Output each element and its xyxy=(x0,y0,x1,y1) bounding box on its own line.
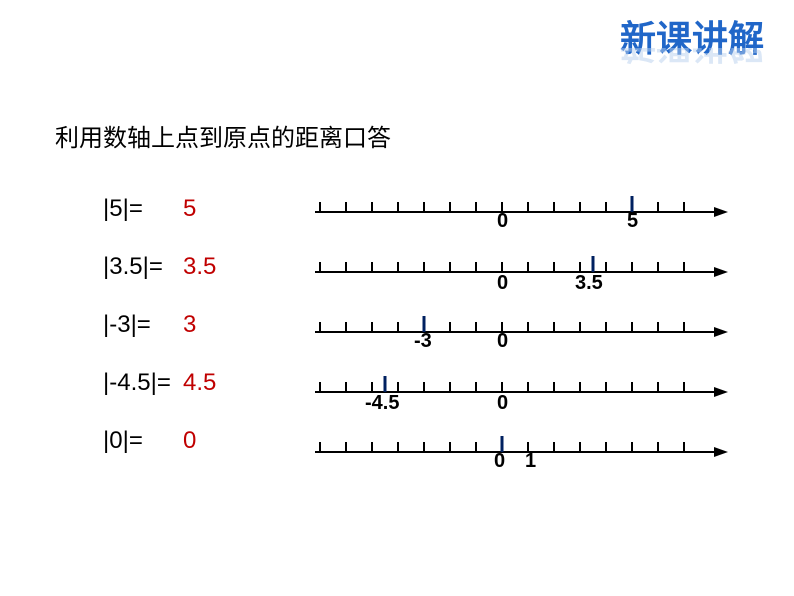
numberlines-list: 0503.5-30-4.5001 xyxy=(310,192,750,492)
numberline: -3 0 xyxy=(310,312,750,372)
numberline-label: 0 xyxy=(494,450,505,473)
equations-list: |5|=5 |3.5|=3.5 |-3|=3 |-4.5|=4.5 |0|=0 xyxy=(103,195,216,485)
equation-row: |5|=5 xyxy=(103,195,216,223)
equation-rhs: 5 xyxy=(183,195,196,223)
numberline-label: 0 xyxy=(497,272,508,295)
page-title-reflection: 新课讲解 xyxy=(620,48,764,74)
equation-row: |3.5|=3.5 xyxy=(103,253,216,281)
numberline-label: 0 xyxy=(497,210,508,233)
numberline-svg xyxy=(310,312,750,372)
equation-lhs: |-4.5|= xyxy=(103,369,183,397)
numberline-label: 1 xyxy=(525,450,536,473)
equation-row: |0|=0 xyxy=(103,427,216,455)
numberline-label: -4.5 xyxy=(365,392,399,415)
equation-rhs: 4.5 xyxy=(183,369,216,397)
numberline-svg xyxy=(310,192,750,252)
equation-row: |-3|=3 xyxy=(103,311,216,339)
equation-lhs: |0|= xyxy=(103,427,183,455)
numberline-label: 5 xyxy=(627,210,638,233)
numberline: 03.5 xyxy=(310,252,750,312)
equation-lhs: |3.5|= xyxy=(103,253,183,281)
numberline-label: 0 xyxy=(497,330,508,353)
equation-rhs: 0 xyxy=(183,427,196,455)
numberline-label: 0 xyxy=(497,392,508,415)
numberline-label: 3.5 xyxy=(575,272,603,295)
numberline-svg xyxy=(310,252,750,312)
numberline: 05 xyxy=(310,192,750,252)
equation-row: |-4.5|=4.5 xyxy=(103,369,216,397)
equation-rhs: 3 xyxy=(183,311,196,339)
numberline: 01 xyxy=(310,432,750,492)
equation-rhs: 3.5 xyxy=(183,253,216,281)
equation-lhs: |5|= xyxy=(103,195,183,223)
numberline-label: -3 xyxy=(414,330,432,353)
numberline: -4.5 0 xyxy=(310,372,750,432)
instruction-text: 利用数轴上点到原点的距离口答 xyxy=(55,118,391,153)
equation-lhs: |-3|= xyxy=(103,311,183,339)
